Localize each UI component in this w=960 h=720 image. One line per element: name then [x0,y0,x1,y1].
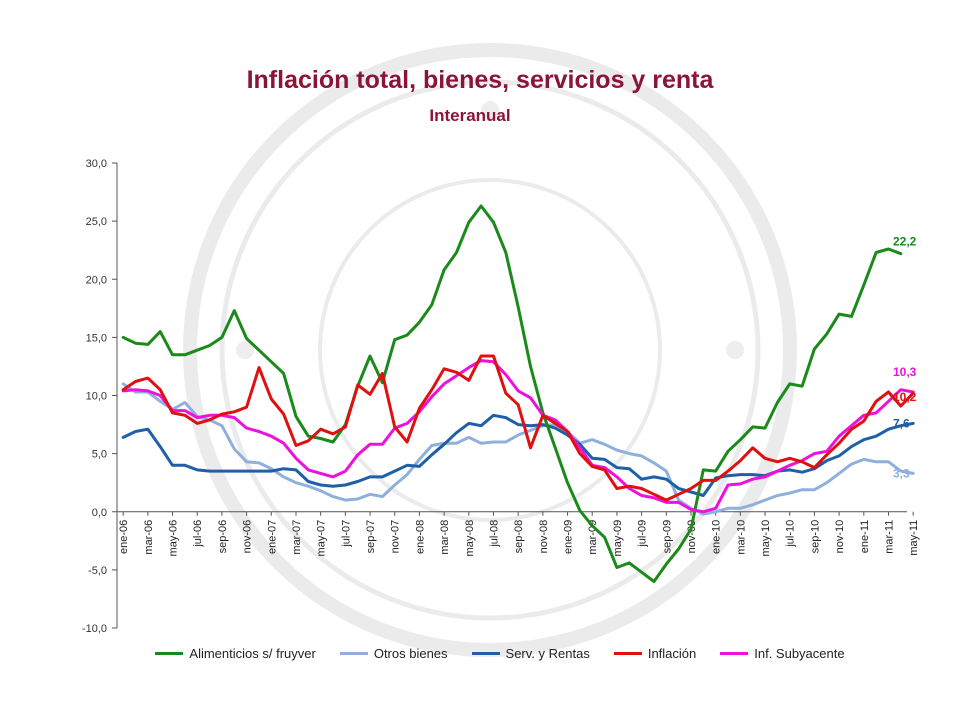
end-label-alimenticios: 22,2 [893,235,917,249]
x-tick-label: nov-06 [242,520,254,554]
x-tick-label: jul-09 [637,520,649,548]
legend: Alimenticios s/ fruyver Otros bienes Ser… [140,642,860,664]
series-line-otros [121,382,915,516]
x-tick-label: nov-09 [686,520,698,554]
x-tick-label: ene-09 [563,520,575,554]
legend-swatch-otros-bienes [339,651,368,655]
x-tick-label: jul-10 [785,520,797,548]
x-tick-label: ene-07 [266,520,278,554]
y-tick-label: 15,0 [86,332,107,344]
y-tick-label: 10,0 [86,391,107,403]
x-tick-label: may-08 [464,520,476,557]
x-tick-label: sep-06 [217,520,229,554]
y-tick-label: 5,0 [92,449,107,461]
x-tick-label: nov-08 [538,520,550,554]
legend-item-alimenticios: Alimenticios s/ fruyver [155,645,316,661]
legend-item-inflacion: Inflación [613,645,697,661]
x-tick-label: may-07 [316,520,328,557]
x-tick-label: may-06 [168,520,180,557]
legend-swatch-alimenticios [155,651,184,655]
legend-label-alimenticios: Alimenticios s/ fruyver [189,645,316,661]
y-tick-label: -5,0 [88,565,107,577]
x-tick-label: ene-10 [711,520,723,554]
x-tick-label: mar-08 [439,520,451,555]
x-tick-label: ene-11 [859,520,871,553]
end-label-otros: 3,3 [893,466,910,480]
legend-label-otros-bienes: Otros bienes [373,645,448,661]
y-tick-label: 0,0 [92,507,107,519]
x-tick-label: may-09 [612,520,624,557]
x-tick-label: jul-07 [340,520,352,548]
legend-item-subyacente: Inf. Subyacente [720,645,845,661]
x-tick-label: sep-08 [513,520,525,554]
x-tick-label: mar-07 [291,520,303,555]
legend-swatch-subyacente [720,651,749,655]
x-tick-label: mar-10 [735,520,747,555]
x-tick-label: jul-06 [192,520,204,548]
legend-swatch-inflacion [613,651,642,655]
x-tick-label: nov-07 [390,520,402,554]
y-tick-label: 30,0 [86,158,107,170]
x-tick-label: mar-06 [143,520,155,555]
x-tick-label: sep-10 [809,520,821,554]
legend-item-serv-rentas: Serv. y Rentas [471,645,590,661]
legend-label-inflacion: Inflación [647,645,697,661]
y-tick-label: -10,0 [82,623,107,635]
chart-title: Inflación total, bienes, servicios y ren… [246,66,714,94]
legend-swatch-serv-rentas [471,651,500,655]
chart-subtitle: Interanual [429,106,511,125]
end-label-serv: 7,6 [893,416,910,430]
x-tick-label: jul-08 [488,520,500,548]
series-line-alimenticios [121,204,903,583]
end-label-subyacente: 10,3 [893,365,917,379]
legend-item-otros-bienes: Otros bienes [339,645,448,661]
x-tick-label: nov-10 [834,520,846,554]
legend-label-subyacente: Inf. Subyacente [754,645,845,661]
y-tick-label: 20,0 [86,274,107,286]
x-tick-label: may-11 [908,520,920,556]
x-tick-label: ene-06 [118,520,130,554]
x-tick-label: ene-08 [414,520,426,554]
y-tick-label: 25,0 [86,216,107,228]
x-tick-label: sep-07 [365,520,377,554]
x-tick-label: sep-09 [661,520,673,554]
series-line-subyacente [121,359,915,514]
series-line-inflacion [121,354,915,502]
x-tick-label: may-10 [760,520,772,557]
legend-label-serv-rentas: Serv. y Rentas [505,645,590,661]
end-label-inflacion: 10,2 [893,390,917,404]
x-tick-label: mar-11 [883,520,895,554]
